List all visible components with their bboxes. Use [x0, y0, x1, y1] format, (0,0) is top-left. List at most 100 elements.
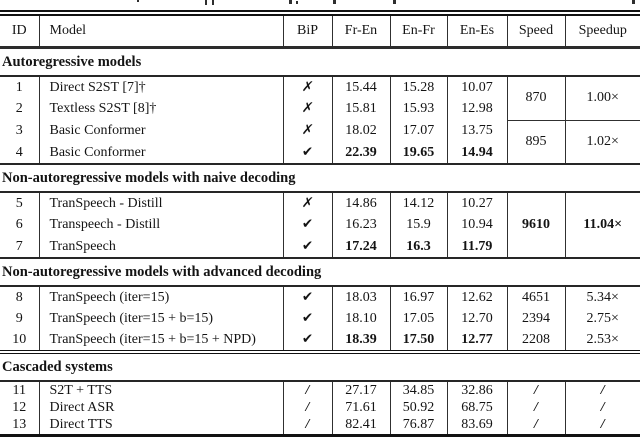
cell-bip: /: [282, 399, 332, 417]
table-row: 11 S2T + TTS / 27.17 34.85 32.86 / /: [0, 381, 640, 399]
cell-model: Direct S2ST [7]†: [38, 76, 283, 98]
cell-en-fr: 16.3: [389, 236, 447, 258]
check-icon: ✔: [301, 237, 314, 254]
cell-fr-en: 82.41: [331, 417, 390, 437]
cell-speed-merged: 895: [506, 119, 565, 164]
cell-bip: ✔: [282, 214, 332, 236]
col-header-en-fr: En-Fr: [389, 10, 447, 49]
cell-id: 9: [15, 311, 23, 326]
cell-en-es: 10.27: [446, 192, 507, 214]
cell-bip: /: [282, 417, 332, 437]
cell-id: 12: [12, 400, 27, 415]
section-header-nar-advanced: Non-autoregressive models with advanced …: [0, 257, 640, 287]
cell-fr-en: 15.44: [331, 76, 390, 98]
cell-en-fr: 17.07: [389, 120, 447, 142]
table-row: 6 Transpeech - Distill ✔ 16.23 15.9 10.9…: [0, 214, 640, 236]
cell-fr-en: 18.02: [331, 120, 390, 142]
check-icon: ✔: [301, 216, 314, 232]
cell-model: S2T + TTS: [38, 381, 283, 399]
cell-id: 3: [15, 123, 23, 138]
table-row: 5 TranSpeech - Distill ✗ 14.86 14.12 10.…: [0, 192, 640, 258]
cell-bip: ✗: [282, 192, 332, 214]
cell-en-es: 83.69: [446, 417, 507, 437]
cell-bip: ✔: [282, 286, 332, 308]
cell-bip: /: [282, 381, 332, 399]
cell-speed: /: [506, 417, 565, 437]
slash-mark: /: [305, 382, 310, 398]
cell-speedup: 2.53×: [564, 330, 640, 352]
truncated-caption-fragments: [0, 0, 640, 10]
col-header-id: ID: [0, 10, 39, 49]
table-row: 10 TranSpeech (iter=15 + b=15 + NPD) ✔ 1…: [0, 330, 640, 352]
cell-id: 4: [15, 144, 23, 160]
cell-en-es: 13.75: [446, 120, 507, 142]
cell-fr-en: 18.10: [331, 308, 390, 330]
table-row: 13 Direct TTS / 82.41 76.87 83.69 / /: [0, 417, 640, 437]
cell-fr-en: 27.17: [331, 381, 390, 399]
cell-id: 6: [15, 217, 23, 232]
check-icon: ✔: [301, 310, 314, 326]
cell-speed: 4651: [506, 286, 565, 308]
cell-model: Direct TTS: [38, 417, 283, 437]
cell-speedup: 2.75×: [564, 308, 640, 330]
cell-speedup: 5.34×: [564, 286, 640, 308]
cell-speedup: /: [564, 417, 640, 437]
cell-speedup-merged: 1.00×: [564, 76, 640, 120]
slash-mark: /: [305, 400, 310, 415]
section-title: Non-autoregressive models with advanced …: [0, 257, 640, 287]
results-table: ID Model BiP Fr-En En-Fr En-Es Speed Spe…: [0, 10, 640, 437]
cell-model: TranSpeech (iter=15): [38, 286, 283, 308]
cell-bip: ✗: [282, 76, 332, 98]
cell-en-es: 11.79: [446, 236, 507, 258]
cell-speed: /: [506, 381, 565, 399]
cell-id: 8: [15, 289, 23, 305]
cell-speed: /: [506, 399, 565, 417]
cell-speedup-merged: 1.02×: [564, 119, 640, 164]
cell-fr-en: 18.39: [331, 330, 390, 352]
cell-en-fr: 14.12: [389, 192, 447, 214]
cell-id: 5: [15, 195, 23, 211]
cell-speedup: /: [564, 399, 640, 417]
cell-speed-merged: 9610: [506, 192, 565, 258]
cell-model: Basic Conformer: [38, 142, 283, 164]
cell-speedup: /: [564, 381, 640, 399]
cell-speed-merged: 870: [506, 76, 565, 120]
cell-en-fr: 16.97: [389, 286, 447, 308]
cell-speedup-merged: 11.04×: [564, 192, 640, 258]
table-row: 1 Direct S2ST [7]† ✗ 15.44 15.28 10.07 8…: [0, 76, 640, 120]
section-header-autoregressive: Autoregressive models: [0, 47, 640, 77]
cell-fr-en: 16.23: [331, 214, 390, 236]
col-header-bip: BiP: [282, 10, 332, 49]
slash-mark: /: [534, 400, 538, 415]
cell-fr-en: 15.81: [331, 98, 390, 120]
cell-fr-en: 14.86: [331, 192, 390, 214]
cell-bip: ✔: [282, 142, 332, 164]
slash-mark: /: [600, 382, 605, 398]
check-icon: ✔: [301, 331, 314, 347]
slash-mark: /: [600, 400, 605, 415]
table-row: 8 TranSpeech (iter=15) ✔ 18.03 16.97 12.…: [0, 286, 640, 308]
col-header-speed: Speed: [506, 10, 565, 49]
table-row: 2 Textless S2ST [8]† ✗ 15.81 15.93 12.98: [0, 98, 640, 120]
cell-en-es: 12.70: [446, 308, 507, 330]
cell-model: TranSpeech: [38, 236, 283, 258]
section-header-nar-naive: Non-autoregressive models with naive dec…: [0, 163, 640, 193]
col-header-model: Model: [38, 10, 283, 49]
cross-icon: ✗: [300, 78, 315, 95]
cell-fr-en: 71.61: [331, 399, 390, 417]
cell-en-es: 68.75: [446, 399, 507, 417]
cell-model: TranSpeech (iter=15 + b=15): [38, 308, 283, 330]
cell-bip: ✔: [282, 236, 332, 258]
cell-id: 7: [15, 238, 23, 254]
cell-speed: 2394: [506, 308, 565, 330]
cell-en-es: 12.62: [446, 286, 507, 308]
cell-en-es: 14.94: [446, 142, 507, 164]
cell-en-fr: 76.87: [389, 417, 447, 437]
check-icon: ✔: [301, 143, 314, 160]
cell-bip: ✔: [282, 330, 332, 352]
cell-id: 11: [12, 382, 26, 398]
cross-icon: ✗: [300, 100, 315, 116]
cross-icon: ✗: [300, 122, 315, 138]
col-header-speedup: Speedup: [564, 10, 640, 49]
slash-mark: /: [534, 382, 538, 398]
